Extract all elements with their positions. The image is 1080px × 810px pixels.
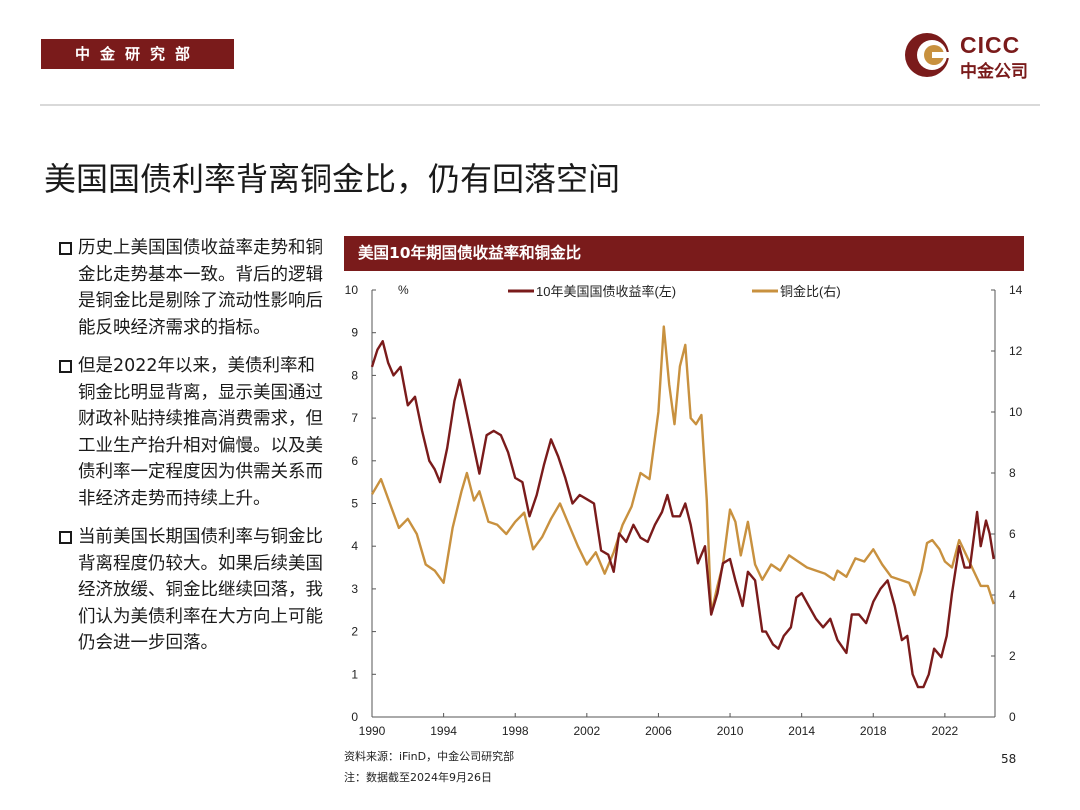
left-y-tick-label: 2 <box>351 625 358 639</box>
legend-label: 10年美国国债收益率(左) <box>536 284 676 299</box>
page-title: 美国国债利率背离铜金比，仍有回落空间 <box>44 160 621 198</box>
left-y-tick-label: 6 <box>351 454 358 468</box>
date-note: 注：数据截至2024年9月26日 <box>344 771 492 784</box>
left-y-tick-label: 1 <box>351 667 358 681</box>
x-tick-label: 1998 <box>502 724 529 738</box>
left-y-tick-label: 3 <box>351 582 358 596</box>
left-y-tick-label: 8 <box>351 368 358 382</box>
header-divider <box>40 104 1040 106</box>
right-y-tick-label: 6 <box>1009 527 1016 541</box>
logo-text-cn: 中金公司 <box>960 62 1028 82</box>
left-y-tick-label: 9 <box>351 326 358 340</box>
series-line-copper-gold <box>370 325 995 615</box>
left-y-tick-label: 0 <box>351 710 358 724</box>
source-note: 资料来源：iFinD，中金公司研究部 <box>344 750 515 763</box>
page-number: 58 <box>1001 752 1017 766</box>
legend-label: 铜金比(右) <box>780 284 841 299</box>
left-y-tick-label: 7 <box>351 411 358 425</box>
bullet-item: 历史上美国国债收益率走势和铜金比走势基本一致。背后的逻辑是铜金比是剔除了流动性影… <box>58 235 330 341</box>
chart-title-bar: 美国10年期国债收益率和铜金比 <box>344 236 1024 271</box>
right-y-tick-label: 2 <box>1009 649 1016 663</box>
x-tick-label: 2002 <box>573 724 600 738</box>
x-tick-label: 2022 <box>932 724 959 738</box>
left-axis-unit-label: % <box>398 283 409 297</box>
bullet-text: 历史上美国国债收益率走势和铜金比走势基本一致。背后的逻辑是铜金比是剔除了流动性影… <box>78 238 323 338</box>
series-line-yield <box>370 339 995 689</box>
right-y-tick-label: 10 <box>1009 405 1023 419</box>
logo-text-en: CICC <box>960 32 1021 58</box>
right-y-tick-label: 12 <box>1009 344 1023 358</box>
x-tick-label: 1990 <box>359 724 386 738</box>
bullet-text: 但是2022年以来，美债利率和铜金比明显背离，显示美国通过财政补贴持续推高消费需… <box>78 356 323 509</box>
department-label: 中金研究部 <box>41 39 234 69</box>
right-y-tick-label: 4 <box>1009 588 1016 602</box>
bullet-text: 当前美国长期国债利率与铜金比背离程度仍较大。如果后续美国经济放缓、铜金比继续回落… <box>78 527 323 653</box>
left-y-tick-label: 5 <box>351 497 358 511</box>
bullet-square-icon <box>59 531 72 544</box>
right-y-tick-label: 0 <box>1009 710 1016 724</box>
bullet-item: 当前美国长期国债利率与铜金比背离程度仍较大。如果后续美国经济放缓、铜金比继续回落… <box>58 524 330 657</box>
x-tick-label: 2018 <box>860 724 887 738</box>
x-tick-label: 2006 <box>645 724 672 738</box>
left-y-tick-label: 4 <box>351 539 358 553</box>
bullet-square-icon <box>59 242 72 255</box>
bullet-list: 历史上美国国债收益率走势和铜金比走势基本一致。背后的逻辑是铜金比是剔除了流动性影… <box>58 235 330 669</box>
x-tick-label: 1994 <box>430 724 457 738</box>
cicc-logo: CICC 中金公司 <box>902 30 1052 82</box>
bullet-item: 但是2022年以来，美债利率和铜金比明显背离，显示美国通过财政补贴持续推高消费需… <box>58 353 330 512</box>
right-y-tick-label: 8 <box>1009 466 1016 480</box>
x-tick-label: 2010 <box>717 724 744 738</box>
bullet-square-icon <box>59 360 72 373</box>
x-tick-label: 2014 <box>788 724 815 738</box>
cicc-logo-icon <box>905 33 952 77</box>
left-y-tick-label: 10 <box>345 283 359 297</box>
right-y-tick-label: 14 <box>1009 283 1023 297</box>
